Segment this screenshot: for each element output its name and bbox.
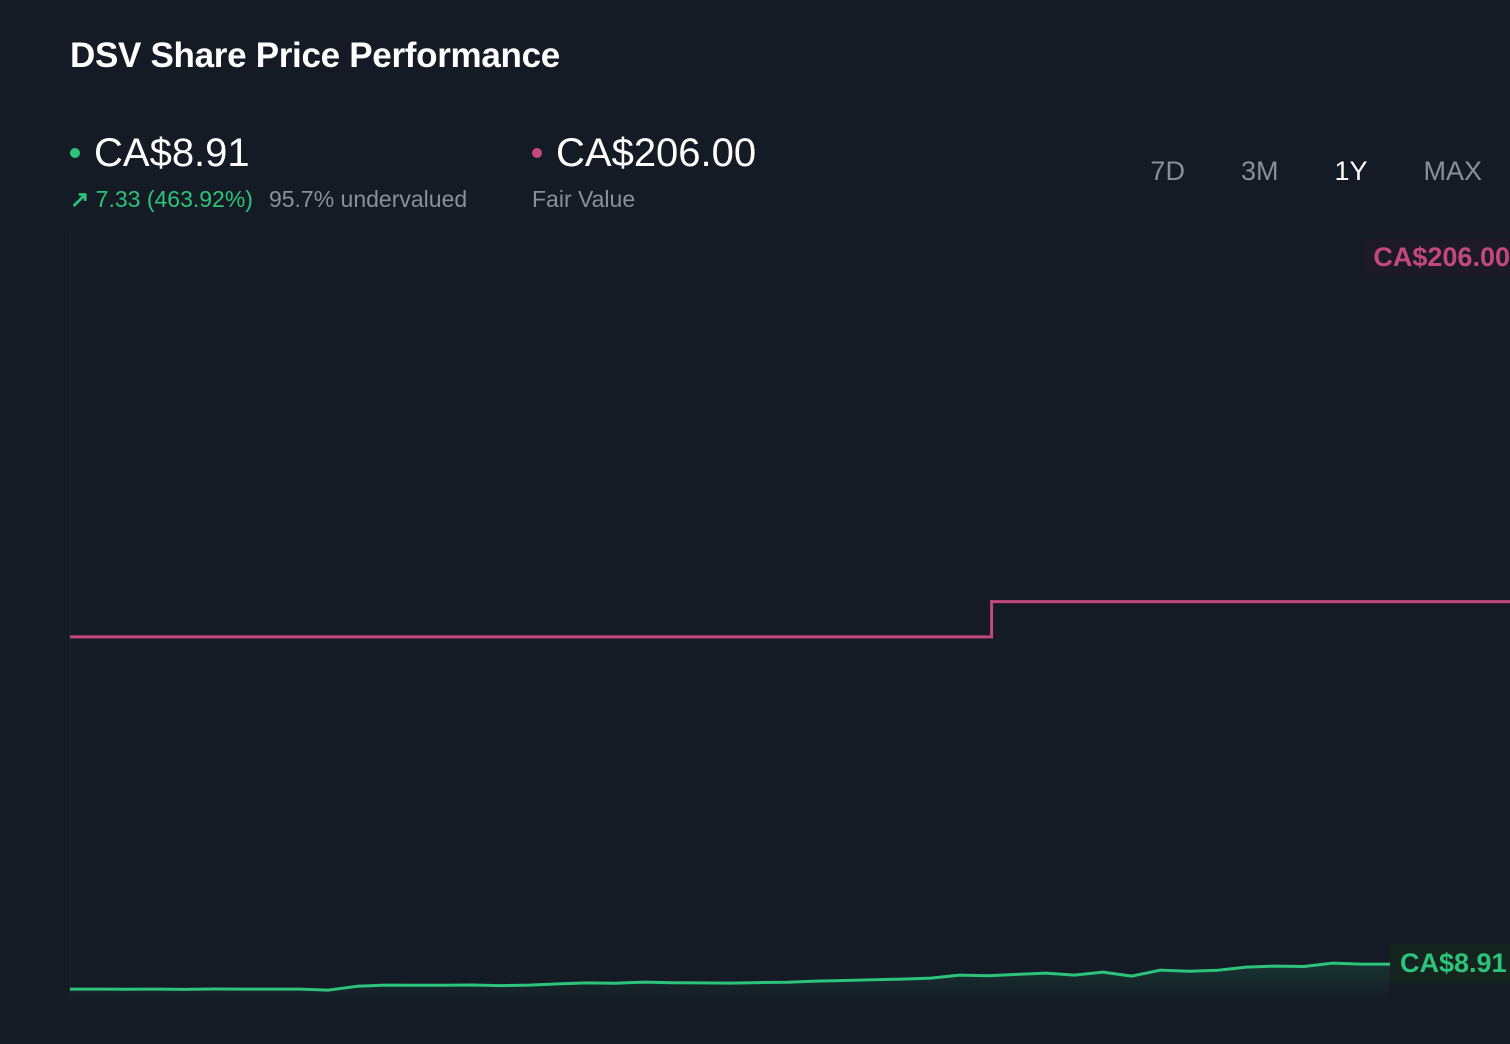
price-change-value: 7.33 (463.92%) bbox=[95, 186, 253, 212]
current-price: CA$8.91 bbox=[94, 131, 250, 175]
range-max[interactable]: MAX bbox=[1423, 156, 1482, 186]
range-1y[interactable]: 1Y bbox=[1334, 156, 1368, 186]
price-change: ↗ 7.33 (463.92%) bbox=[70, 186, 253, 213]
fair-value-label: Fair Value bbox=[532, 186, 636, 212]
fair-value-line bbox=[70, 600, 1510, 639]
page-title: DSV Share Price Performance bbox=[70, 36, 560, 75]
price-area bbox=[70, 963, 1390, 1000]
range-3m[interactable]: 3M bbox=[1240, 156, 1279, 186]
time-range-selector: 7D 3M 1Y MAX bbox=[1150, 156, 1482, 187]
price-legend-dot bbox=[70, 148, 80, 158]
fair-value-price: CA$206.00 bbox=[556, 131, 757, 175]
range-7d[interactable]: 7D bbox=[1150, 156, 1185, 186]
fair-value-end-label: CA$206.00 bbox=[1363, 238, 1510, 277]
price-end-label: CA$8.91 bbox=[1390, 944, 1510, 983]
fair-value-legend-dot bbox=[532, 148, 542, 158]
fair-value-summary: CA$206.00 Fair Value bbox=[532, 130, 756, 213]
valuation-status: 95.7% undervalued bbox=[268, 186, 468, 212]
share-price-summary: CA$8.91 ↗ 7.33 (463.92%) 95.7% undervalu… bbox=[70, 130, 467, 213]
arrow-up-right-icon: ↗ bbox=[70, 186, 90, 212]
